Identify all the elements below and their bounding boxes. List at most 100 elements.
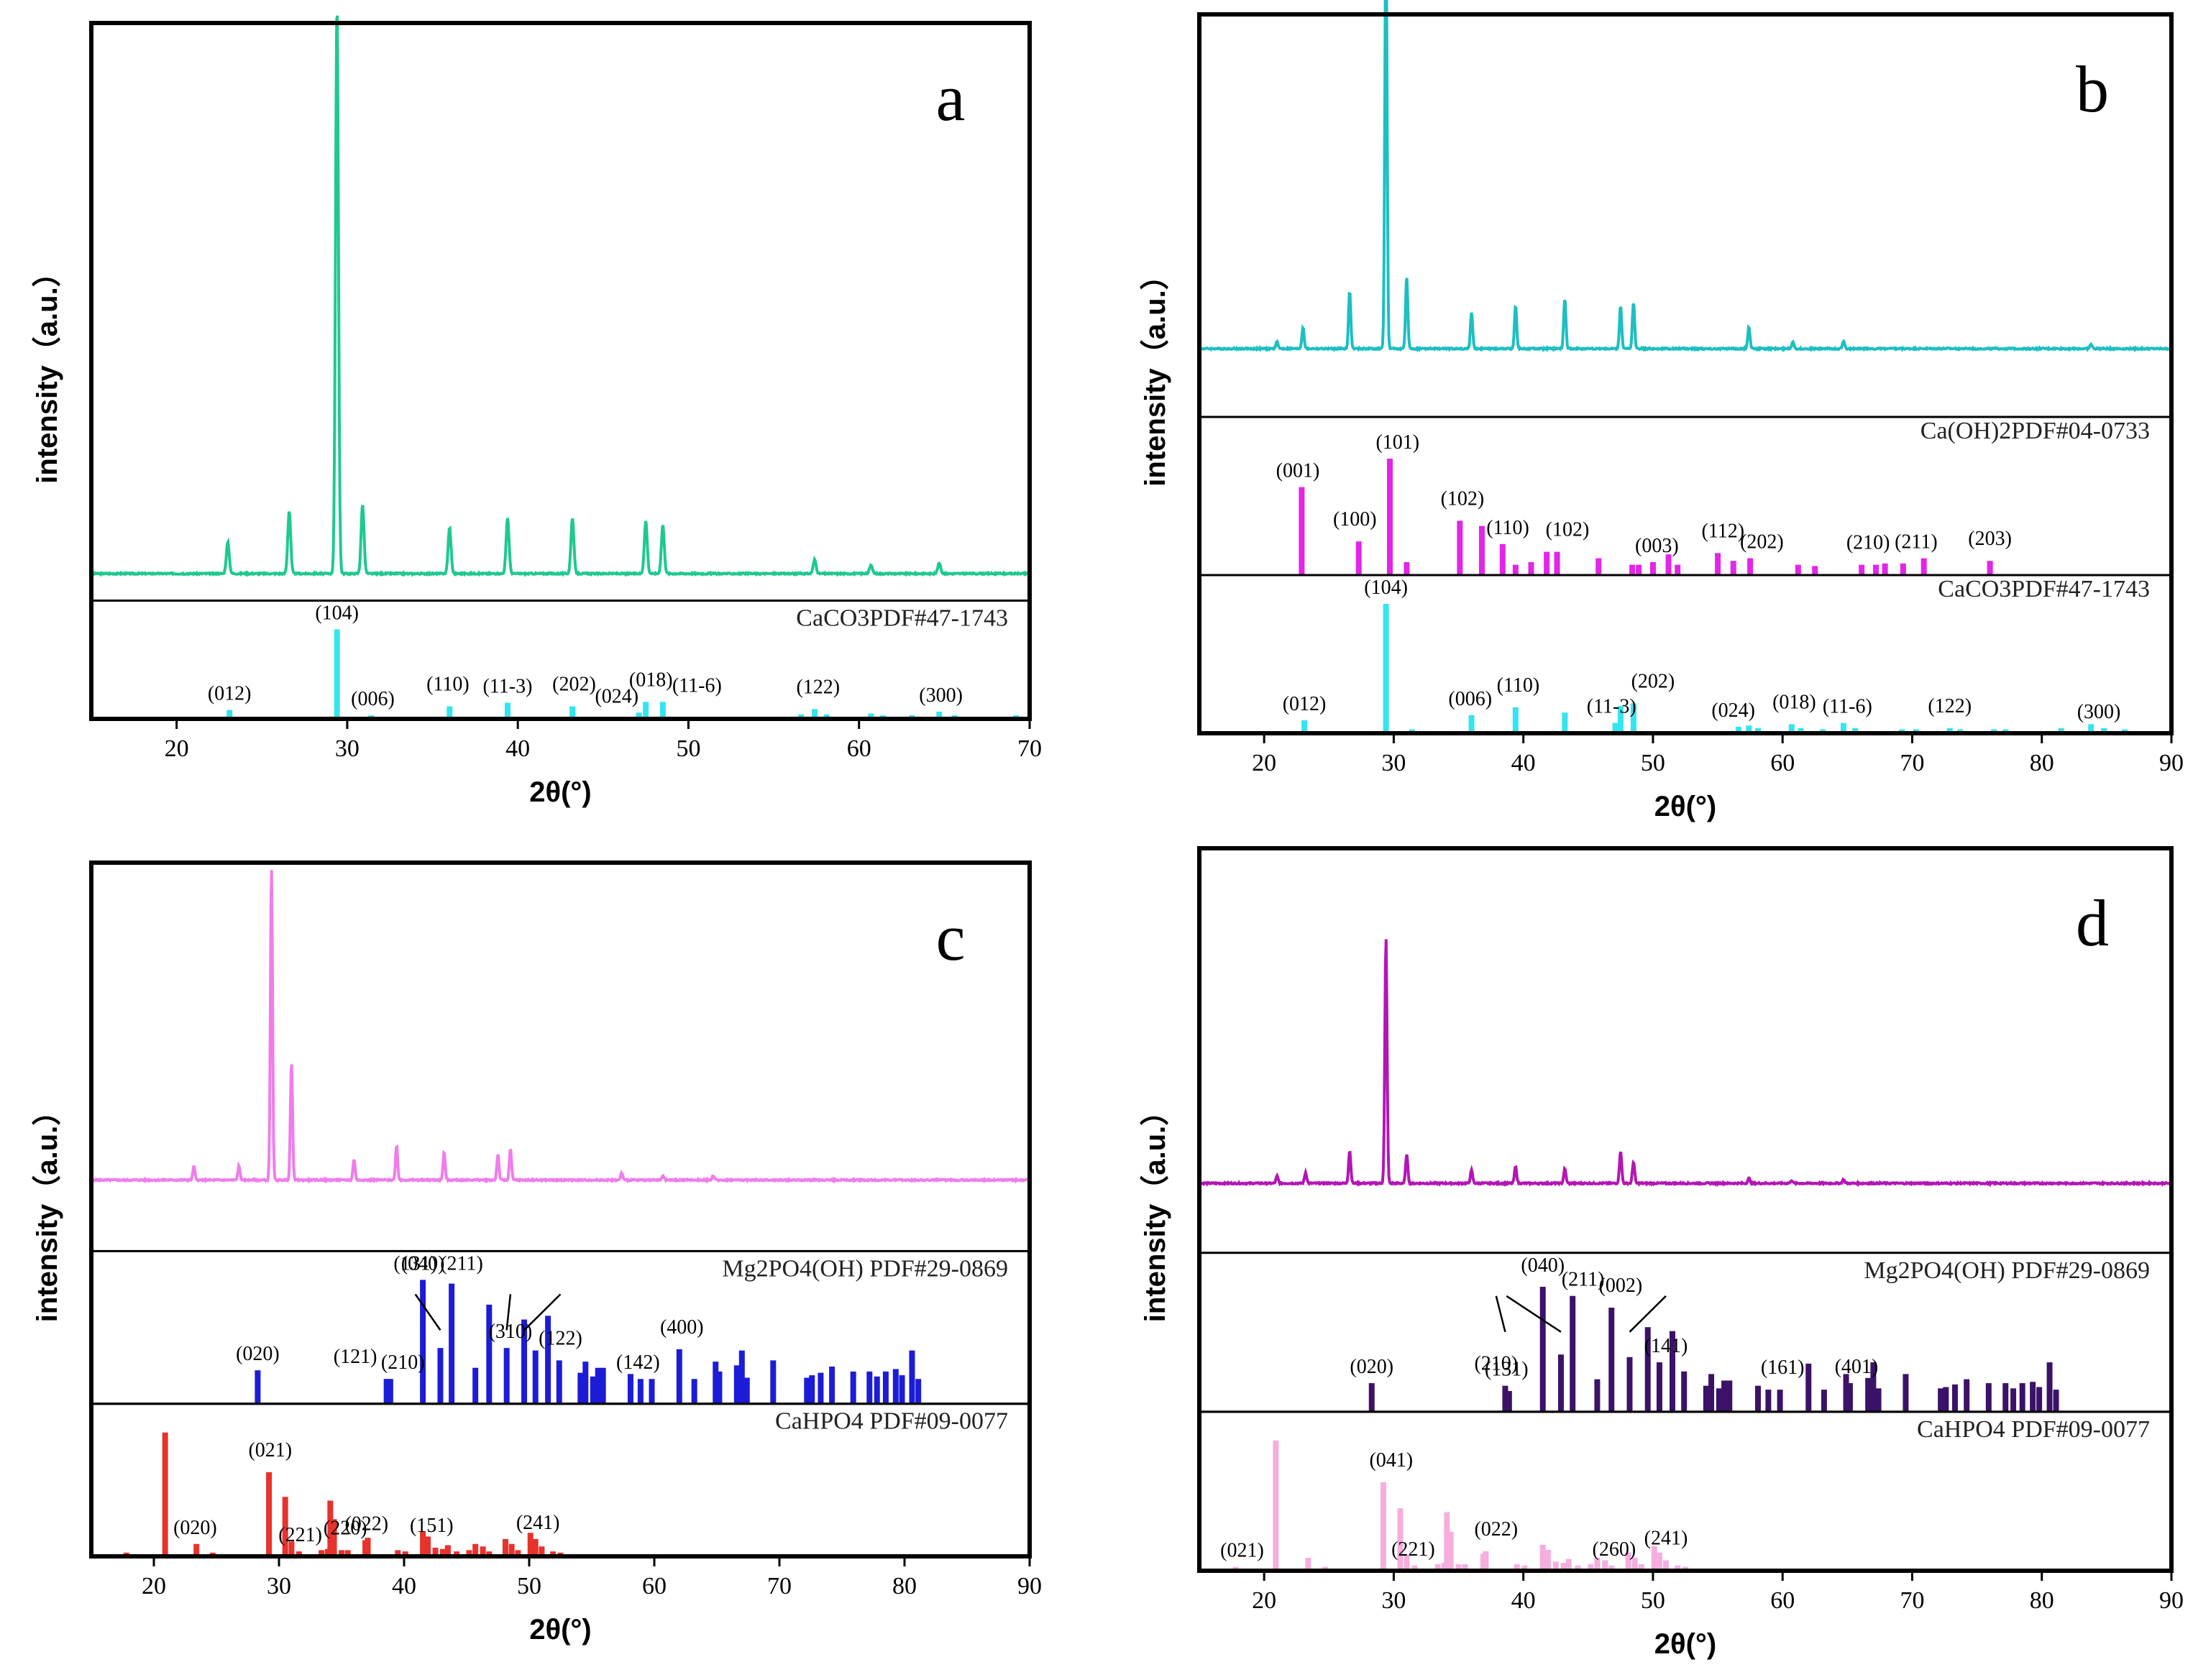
reference-stick (486, 1551, 493, 1556)
reference-stick (1273, 1440, 1279, 1571)
x-tick-label: 40 (1511, 750, 1536, 776)
reference-stick (1703, 1385, 1709, 1412)
hkl-label: (003) (1635, 535, 1679, 557)
reference-stick (1512, 564, 1519, 575)
y-axis-title: intensity（a.u.） (32, 258, 63, 483)
reference-stick (1588, 1564, 1594, 1571)
reference-stick (2088, 724, 2094, 733)
reference-stick (1665, 554, 1672, 575)
hkl-label: (021) (248, 1439, 292, 1461)
reference-stick (1455, 1564, 1462, 1571)
hkl-label: (112) (1701, 520, 1744, 542)
reference-stick (437, 1348, 444, 1404)
reference-stick (255, 1370, 261, 1404)
reference-stick (1662, 1560, 1669, 1571)
reference-stick (1478, 525, 1485, 575)
reference-stick (649, 1379, 655, 1404)
x-tick-label: 40 (392, 1573, 416, 1599)
hkl-label: (102) (1546, 519, 1590, 541)
hkl-label: (11-3) (482, 676, 532, 698)
reference-stick (1608, 1565, 1615, 1571)
reference-stick (1754, 727, 1761, 733)
reference-stick (2036, 1387, 2043, 1412)
hkl-label: (11-6) (672, 674, 722, 697)
reference-stick (1903, 1374, 1909, 1412)
reference-stick (1544, 551, 1550, 575)
reference-name: Mg2PO4(OH) PDF#29-0869 (1864, 1257, 2150, 1284)
hkl-label: (006) (1448, 688, 1492, 710)
reference-stick (550, 1551, 557, 1556)
hkl-label: (121) (334, 1346, 377, 1368)
hkl-label: (400) (660, 1316, 704, 1339)
reference-stick (804, 1377, 810, 1404)
y-axis-title: intensity（a.u.） (1140, 1097, 1171, 1322)
reference-stick (1636, 564, 1642, 575)
reference-name: CaCO3PDF#47-1743 (1938, 576, 2150, 602)
reference-stick (627, 1374, 633, 1404)
reference-stick (532, 1538, 539, 1556)
reference-stick (1669, 1331, 1675, 1412)
reference-stick (503, 1348, 510, 1404)
reference-stick (829, 1367, 835, 1404)
x-tick-label: 50 (517, 1573, 541, 1599)
reference-stick (1404, 1555, 1410, 1571)
hkl-label: (002) (1599, 1275, 1643, 1297)
chart-panel-c: Mg2PO4(OH) PDF#29-0869 (020) (121) (210) (13… (32, 860, 1042, 1645)
reference-stick (1552, 1561, 1559, 1571)
reference-stick (676, 1349, 682, 1404)
reference-stick (439, 1548, 446, 1556)
reference-stick (1468, 715, 1475, 733)
reference-stick (716, 1371, 723, 1404)
reference-stick (383, 1379, 390, 1404)
reference-stick (1730, 561, 1736, 575)
reference-stick (1870, 1362, 1877, 1412)
x-axis-title: 2θ(°) (529, 1614, 592, 1645)
hkl-label: (202) (1740, 531, 1784, 554)
reference-stick (1355, 541, 1362, 575)
reference-stick (569, 706, 576, 719)
reference-stick (590, 1376, 596, 1404)
hkl-label: (300) (919, 684, 963, 707)
x-tick-label: 60 (1770, 750, 1795, 776)
hkl-arrow (505, 1294, 512, 1331)
hkl-label: (001) (1276, 460, 1320, 482)
reference-stick (288, 1541, 295, 1556)
panel-label: c (936, 901, 966, 974)
hkl-arrow (523, 1293, 562, 1331)
reference-stick (1746, 725, 1752, 733)
hkl-label: (104) (1364, 577, 1408, 599)
hkl-label: (211) (1562, 1269, 1605, 1291)
reference-stick (1920, 558, 1927, 575)
hkl-label: (006) (351, 688, 395, 710)
reference-stick (1644, 1327, 1651, 1412)
reference-stick (1721, 1380, 1728, 1412)
reference-stick (1557, 1354, 1564, 1412)
hkl-label: (210) (1846, 532, 1890, 554)
x-tick-label: 80 (2030, 1587, 2054, 1614)
reference-stick (1594, 1557, 1601, 1571)
reference-stick (1608, 1308, 1615, 1412)
reference-stick (1872, 564, 1879, 575)
hkl-label: (221) (1391, 1538, 1435, 1561)
reference-name: Ca(OH)2PDF#04-0733 (1920, 418, 2150, 444)
hkl-label: (012) (1283, 693, 1327, 715)
reference-stick (892, 1369, 899, 1404)
panel-label: d (2076, 886, 2109, 960)
hkl-label: (104) (315, 602, 359, 624)
hkl-label: (241) (1644, 1528, 1688, 1550)
hkl-label: (100) (1333, 508, 1377, 531)
reference-2: CaHPO4 PDF#09-0077 (020) (021) (221) (220)(0… (91, 1403, 1030, 1556)
reference-stick (1554, 551, 1560, 575)
reference-stick (1528, 562, 1534, 575)
reference-1: Ca(OH)2PDF#04-0733(001)(100)(101)(102)(1… (1199, 416, 2171, 575)
reference-stick (1539, 1544, 1546, 1571)
reference-stick (1521, 1565, 1528, 1571)
hkl-label: (141) (1644, 1335, 1688, 1357)
reference-stick (1560, 1563, 1567, 1571)
reference-stick (909, 1350, 915, 1404)
reference-stick (1602, 1560, 1608, 1571)
reference-stick (1539, 1287, 1546, 1412)
reference-stick (1777, 1390, 1783, 1412)
reference-1: Mg2PO4(OH) PDF#29-0869 (020) (121) (210) (13… (91, 1249, 1030, 1404)
hkl-label: (021) (1220, 1540, 1264, 1562)
